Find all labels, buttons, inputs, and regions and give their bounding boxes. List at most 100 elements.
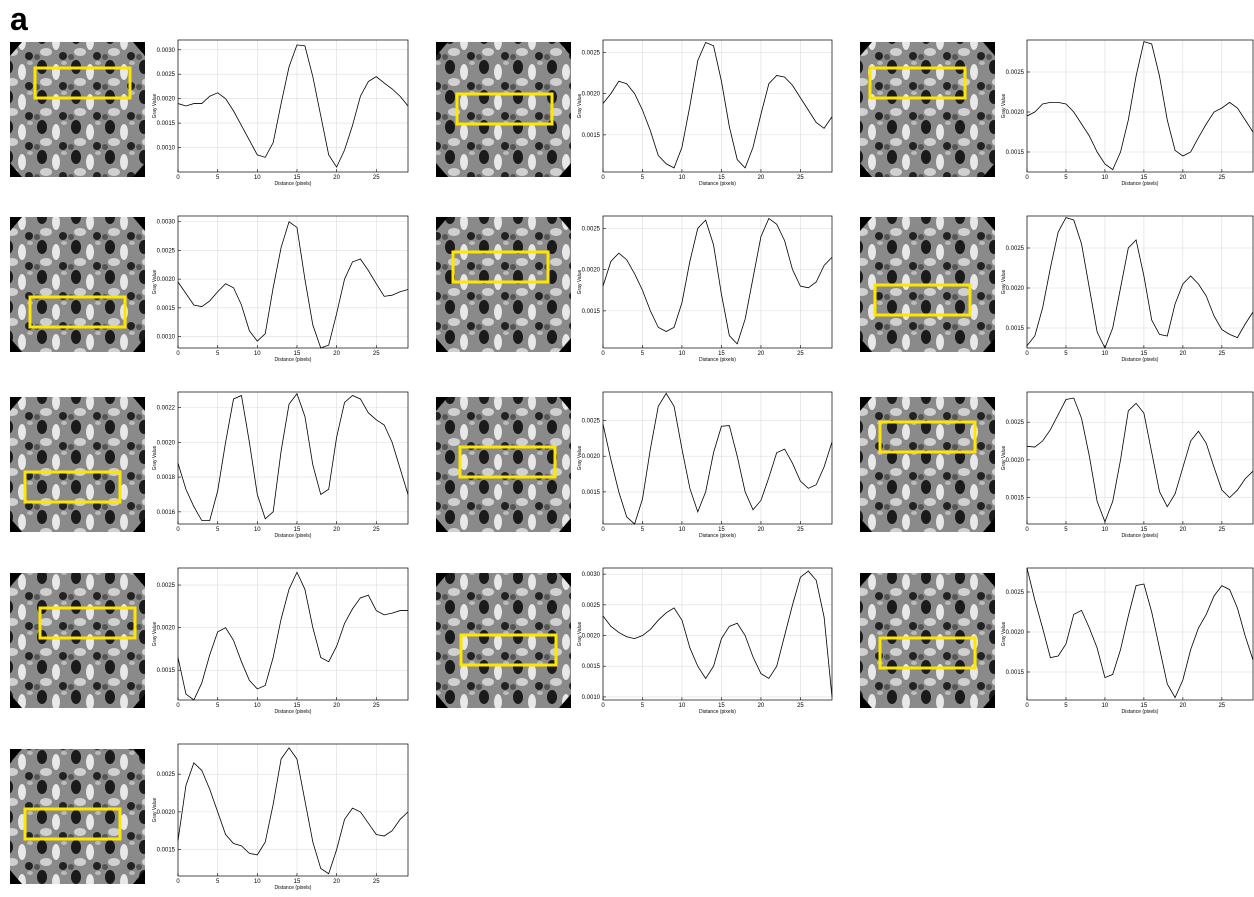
panel-label: a: [10, 1, 28, 37]
x-tick-label: 5: [216, 703, 220, 709]
y-tick-label: 0.0025: [582, 419, 601, 425]
y-axis-label: Gray Value: [152, 621, 158, 646]
x-axis-label: Distance (pixels): [1122, 533, 1159, 539]
x-tick-label: 5: [641, 175, 645, 181]
x-tick-label: 0: [176, 175, 180, 181]
x-tick-label: 20: [758, 527, 765, 533]
plot-frame: [1026, 215, 1254, 349]
micrograph: [436, 217, 571, 352]
x-tick-label: 15: [718, 175, 725, 181]
micrograph: [436, 573, 571, 708]
y-tick-label: 0.0015: [582, 309, 601, 315]
x-tick-label: 20: [1180, 703, 1187, 709]
roi-box: [23, 807, 122, 841]
y-tick-label: 0.0018: [157, 475, 176, 481]
y-axis-label: Gray Value: [577, 445, 583, 470]
x-axis-label: Distance (pixels): [699, 357, 736, 363]
y-tick-label: 0.0025: [582, 50, 601, 56]
micrograph: [860, 42, 995, 177]
y-tick-label: 0.0010: [582, 695, 601, 701]
x-tick-label: 0: [601, 175, 605, 181]
y-axis-label: Gray Value: [1001, 93, 1007, 118]
plot-frame: [602, 39, 833, 173]
data-line: [1026, 397, 1254, 523]
micrograph: [436, 42, 571, 177]
x-axis-label: Distance (pixels): [699, 181, 736, 187]
x-tick-label: 10: [679, 351, 686, 357]
micrograph: [10, 217, 145, 352]
x-tick-label: 15: [294, 703, 301, 709]
x-tick-label: 0: [601, 527, 605, 533]
y-tick-label: 0.0025: [157, 772, 176, 778]
roi-box: [28, 295, 127, 329]
y-tick-label: 0.0025: [1006, 246, 1025, 252]
x-tick-label: 15: [718, 527, 725, 533]
x-tick-label: 25: [1218, 351, 1225, 357]
roi-box: [455, 92, 554, 126]
plot-frame: [1026, 567, 1254, 701]
data-line: [602, 392, 833, 525]
x-tick-label: 5: [641, 527, 645, 533]
y-tick-label: 0.0020: [157, 440, 176, 446]
y-tick-label: 0.0025: [1006, 70, 1025, 76]
plot-frame: [177, 215, 409, 349]
micrograph: [860, 397, 995, 532]
x-tick-label: 5: [216, 175, 220, 181]
x-tick-label: 10: [1102, 527, 1109, 533]
x-tick-label: 5: [641, 703, 645, 709]
x-tick-label: 25: [373, 527, 380, 533]
x-tick-label: 5: [216, 879, 220, 885]
data-line: [1026, 217, 1254, 349]
roi-box: [451, 250, 550, 284]
data-line: [177, 392, 409, 521]
x-tick-label: 15: [718, 351, 725, 357]
y-tick-label: 0.0025: [582, 226, 601, 232]
x-axis-label: Distance (pixels): [1122, 181, 1159, 187]
y-tick-label: 0.0016: [157, 510, 176, 516]
x-tick-label: 25: [1218, 175, 1225, 181]
y-tick-label: 0.0025: [582, 603, 601, 609]
micrograph: [860, 573, 995, 708]
x-tick-label: 10: [679, 175, 686, 181]
y-tick-label: 0.0015: [157, 848, 176, 854]
x-tick-label: 20: [1180, 527, 1187, 533]
x-tick-label: 15: [294, 351, 301, 357]
y-tick-label: 0.0020: [157, 277, 176, 283]
y-tick-label: 0.0020: [157, 97, 176, 103]
x-tick-label: 0: [1025, 175, 1029, 181]
x-axis-label: Distance (pixels): [1122, 709, 1159, 715]
roi-box: [459, 633, 558, 667]
roi-box: [873, 283, 972, 317]
plot-frame: [1026, 391, 1254, 525]
y-tick-label: 0.0020: [582, 634, 601, 640]
x-tick-label: 0: [601, 351, 605, 357]
x-tick-label: 5: [641, 351, 645, 357]
roi-box: [23, 470, 122, 504]
plot-frame: [177, 567, 409, 701]
x-tick-label: 25: [1218, 703, 1225, 709]
x-tick-label: 5: [1064, 527, 1068, 533]
x-tick-label: 15: [294, 527, 301, 533]
roi-box: [33, 66, 132, 100]
x-tick-label: 5: [216, 351, 220, 357]
micrograph: [10, 397, 145, 532]
x-tick-label: 5: [216, 527, 220, 533]
y-axis-label: Gray Value: [152, 797, 158, 822]
x-tick-label: 20: [333, 703, 340, 709]
data-line: [602, 217, 833, 345]
y-axis-label: Gray Value: [152, 93, 158, 118]
y-tick-label: 0.0020: [157, 810, 176, 816]
roi-box: [38, 606, 137, 640]
x-tick-label: 20: [333, 351, 340, 357]
x-axis-label: Distance (pixels): [1122, 357, 1159, 363]
x-tick-label: 5: [1064, 175, 1068, 181]
y-tick-label: 0.0015: [157, 668, 176, 674]
data-line: [1026, 41, 1254, 171]
x-tick-label: 15: [294, 879, 301, 885]
data-line: [1026, 567, 1254, 699]
roi-box: [878, 636, 977, 670]
y-axis-label: Gray Value: [1001, 445, 1007, 470]
x-tick-label: 10: [254, 175, 261, 181]
x-tick-label: 25: [373, 703, 380, 709]
